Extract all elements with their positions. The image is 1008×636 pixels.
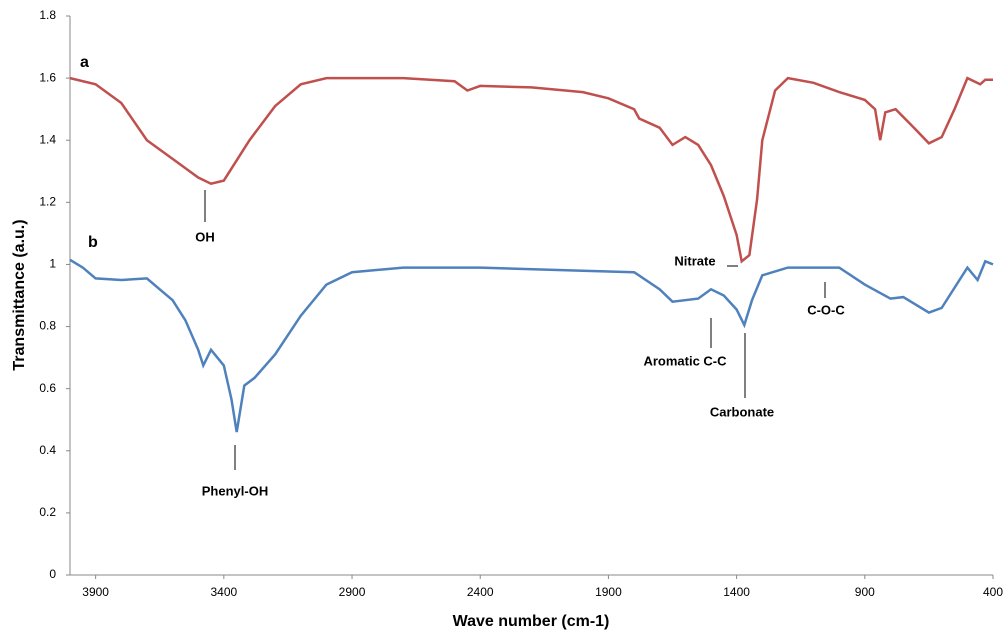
- y-tick-label: 0.2: [39, 505, 56, 519]
- y-tick-label: 1.6: [39, 70, 56, 84]
- annotation: OH: [195, 229, 215, 244]
- y-tick-label: 0.4: [39, 443, 56, 457]
- series-line: [69, 258, 994, 433]
- series-line: [69, 76, 993, 264]
- y-axis-title: Transmittance (a.u.): [11, 219, 28, 370]
- x-tick-label: 400: [983, 585, 1003, 599]
- series-label: b: [88, 234, 98, 251]
- annotation: Aromatic C-C: [643, 353, 727, 368]
- y-tick-label: 1.8: [39, 8, 56, 22]
- x-tick-label: 2400: [467, 585, 494, 599]
- x-tick-label: 2900: [339, 585, 366, 599]
- x-tick-label: 1900: [595, 585, 622, 599]
- x-tick-label: 900: [855, 585, 875, 599]
- y-tick-label: 0.8: [39, 319, 56, 333]
- y-tick-label: 1: [49, 257, 56, 271]
- annotation: Carbonate: [710, 404, 774, 419]
- y-tick-label: 1.2: [39, 195, 56, 209]
- x-axis-title: Wave number (cm-1): [453, 613, 610, 630]
- annotation: Nitrate: [674, 253, 715, 268]
- x-tick-label: 3900: [82, 585, 109, 599]
- annotation: C-O-C: [807, 302, 845, 317]
- series-label: a: [80, 54, 89, 71]
- y-tick-label: 1.4: [39, 132, 56, 146]
- x-tick-label: 1400: [723, 585, 750, 599]
- y-tick-label: 0: [49, 567, 56, 581]
- y-tick-label: 0.6: [39, 381, 56, 395]
- x-tick-label: 3400: [210, 585, 237, 599]
- annotation: Phenyl-OH: [202, 483, 268, 498]
